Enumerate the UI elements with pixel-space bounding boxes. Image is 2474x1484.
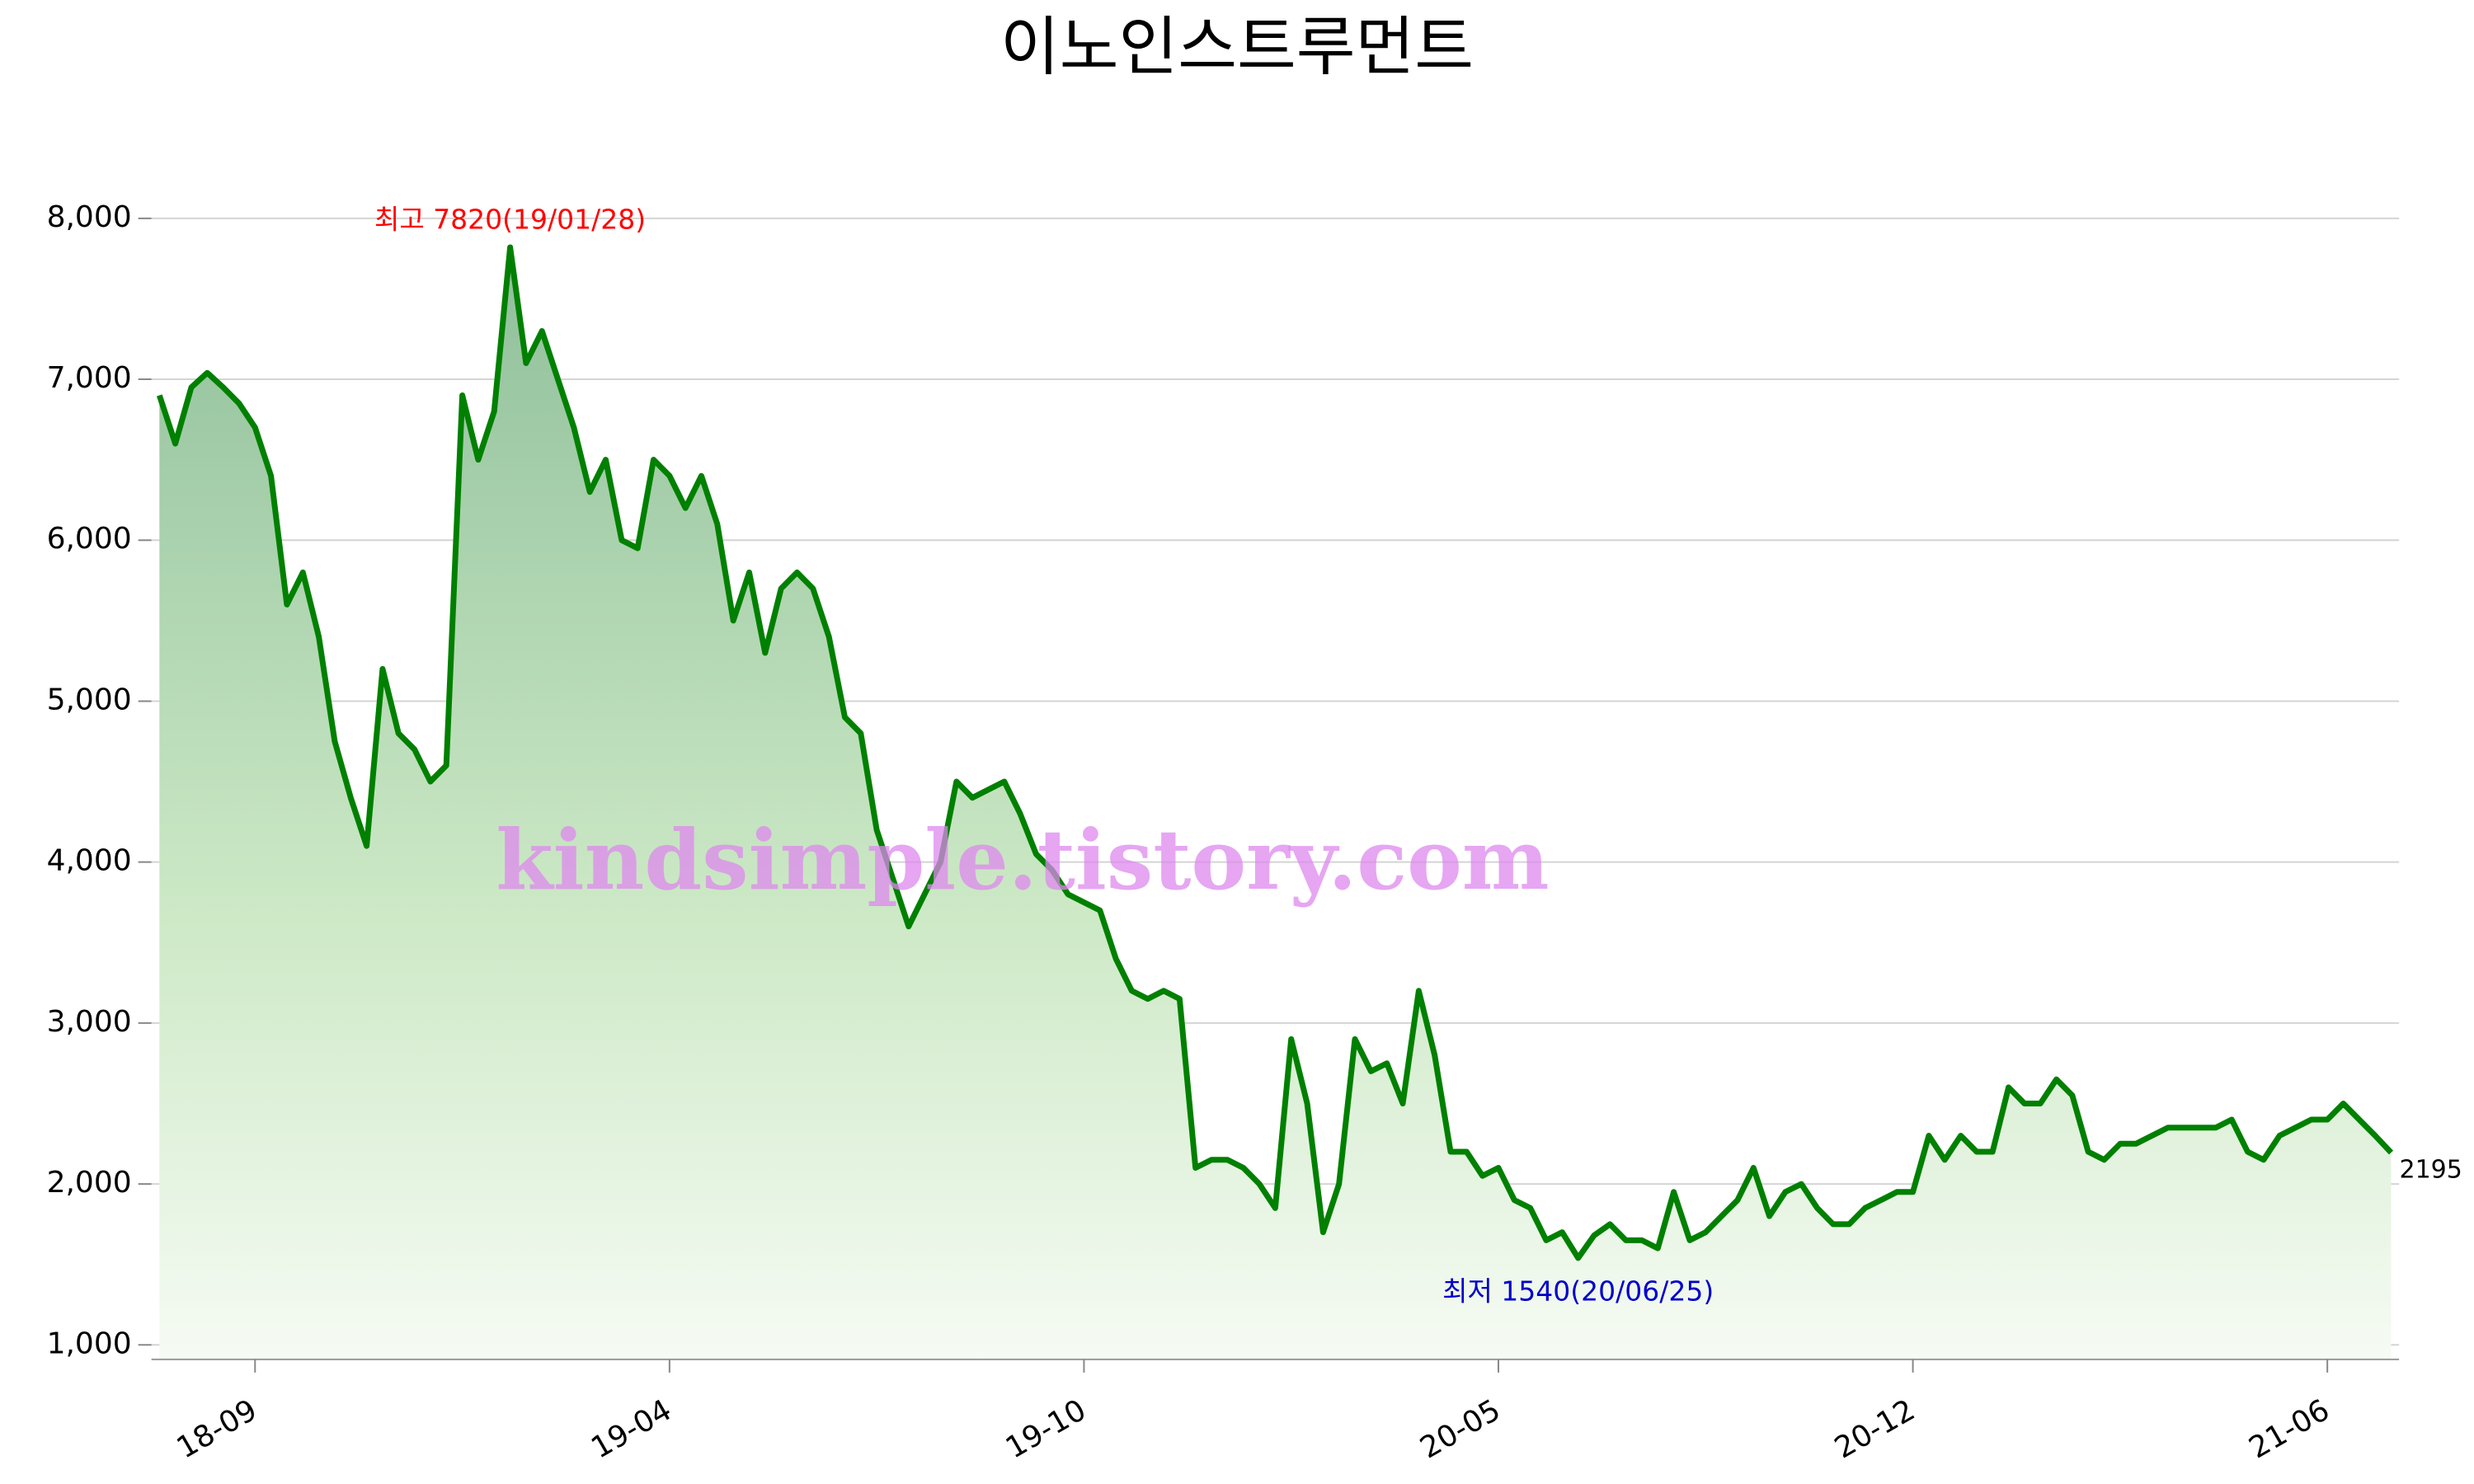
x-tick-label: 18-09 (172, 1393, 263, 1466)
y-tick-label: 4,000 (47, 844, 132, 878)
chart-title: 이노인스트루먼트 (1000, 10, 1474, 84)
x-tick-label: 19-04 (586, 1393, 677, 1466)
watermark: kindsimple.tistory.com (496, 811, 1549, 909)
y-tick-label: 3,000 (47, 1005, 132, 1039)
y-tick-label: 8,000 (47, 200, 132, 234)
x-tick-label: 19-10 (1000, 1393, 1092, 1466)
high-label: 최고 7820(19/01/28) (374, 203, 646, 235)
y-tick-label: 6,000 (47, 522, 132, 556)
x-tick-label: 20-12 (1829, 1393, 1921, 1466)
y-tick-label: 1,000 (47, 1327, 132, 1360)
last-label: 2195 (2399, 1155, 2462, 1184)
y-tick-label: 2,000 (47, 1166, 132, 1200)
y-tick-label: 7,000 (47, 361, 132, 395)
x-tick-label: 21-06 (2244, 1393, 2335, 1466)
x-tick-label: 20-05 (1414, 1393, 1506, 1466)
low-label: 최저 1540(20/06/25) (1442, 1275, 1714, 1307)
price-line (156, 244, 2394, 1261)
y-tick-label: 5,000 (47, 683, 132, 716)
